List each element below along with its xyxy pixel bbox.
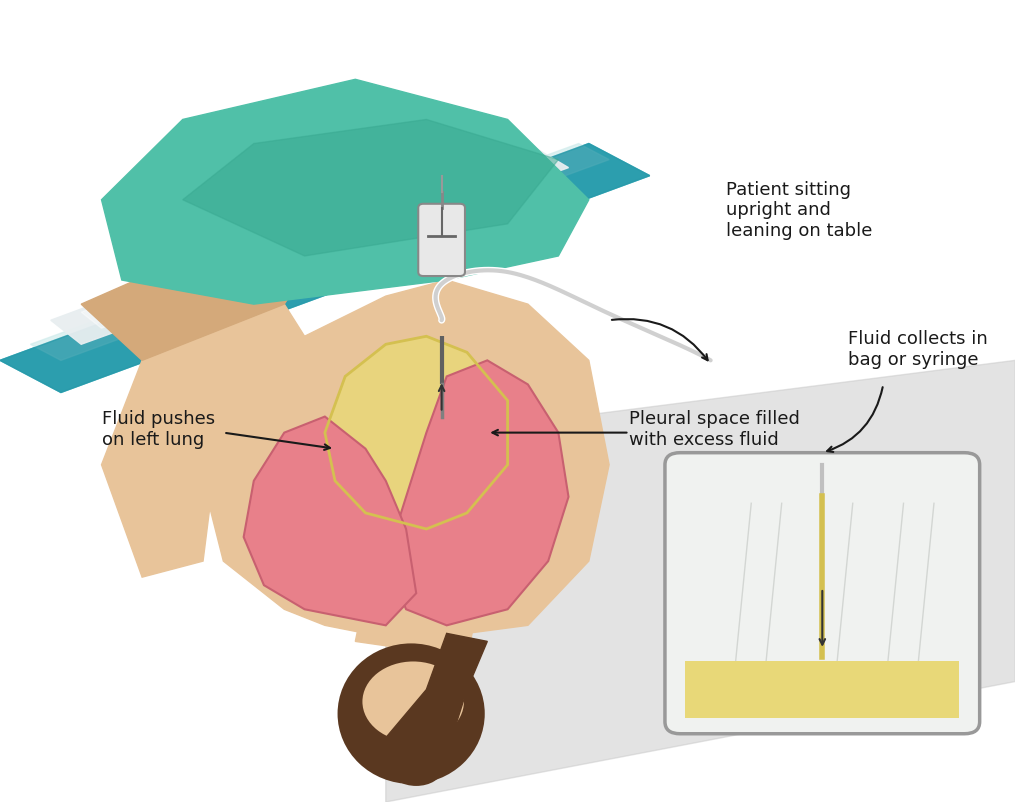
Ellipse shape: [362, 662, 464, 742]
Text: Pleural space filled
with excess fluid: Pleural space filled with excess fluid: [630, 410, 801, 448]
Polygon shape: [386, 361, 1015, 802]
Bar: [685, 662, 959, 718]
Ellipse shape: [391, 754, 441, 786]
Polygon shape: [0, 144, 649, 393]
Polygon shape: [81, 160, 508, 329]
Polygon shape: [101, 305, 304, 577]
Ellipse shape: [338, 643, 484, 784]
Polygon shape: [81, 225, 325, 361]
Polygon shape: [386, 361, 568, 626]
Text: Fluid pushes
on left lung: Fluid pushes on left lung: [101, 410, 215, 448]
Polygon shape: [325, 337, 508, 529]
FancyBboxPatch shape: [418, 205, 465, 277]
FancyBboxPatch shape: [665, 453, 980, 734]
Polygon shape: [0, 144, 649, 393]
Polygon shape: [101, 80, 589, 305]
Polygon shape: [244, 417, 416, 626]
Text: Fluid collects in
bag or syringe: Fluid collects in bag or syringe: [848, 330, 987, 368]
Polygon shape: [182, 120, 558, 257]
Polygon shape: [203, 281, 609, 642]
Polygon shape: [366, 634, 487, 754]
Polygon shape: [31, 144, 609, 361]
Text: Patient sitting
upright and
leaning on table: Patient sitting upright and leaning on t…: [726, 180, 872, 240]
Polygon shape: [51, 144, 568, 345]
Ellipse shape: [340, 646, 482, 782]
Polygon shape: [355, 593, 477, 658]
